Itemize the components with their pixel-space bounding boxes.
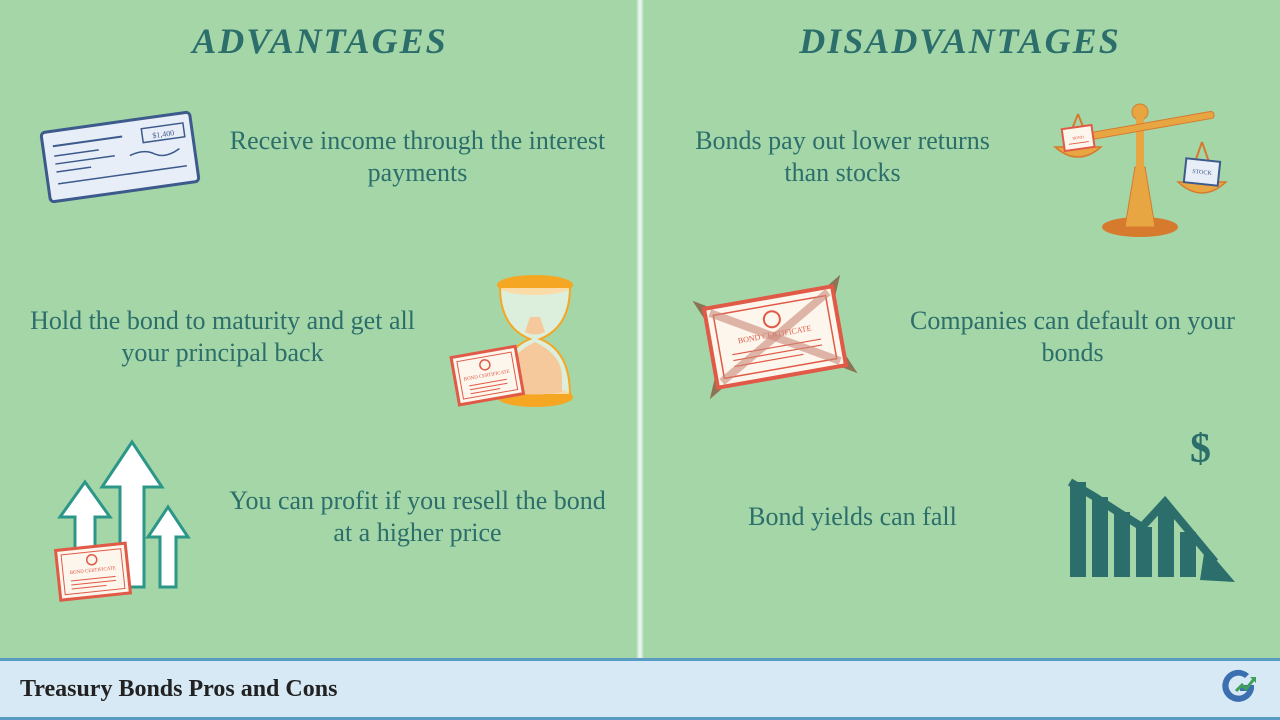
check-icon: $1,400 [30,82,210,232]
torn-cert-icon: BOND CERTIFICATE [670,262,880,412]
advantage-item-2: Hold the bond to maturity and get all yo… [30,262,610,412]
hourglass-cert-icon: BOND CERTIFICATE [430,262,610,412]
svg-text:$: $ [1190,432,1211,472]
disadvantage-text-1: Bonds pay out lower returns than stocks [670,125,1015,190]
advantage-text-1: Receive income through the interest paym… [225,125,610,190]
footer-bar: Treasury Bonds Pros and Cons [0,658,1280,720]
logo-icon [1216,665,1260,714]
advantage-text-3: You can profit if you resell the bond at… [225,485,610,550]
advantage-item-3: BOND CERTIFICATE You can profit if you r… [30,442,610,592]
disadvantage-text-2: Companies can default on your bonds [895,305,1250,370]
decline-chart-icon: $ [1050,442,1250,592]
footer-title: Treasury Bonds Pros and Cons [20,676,337,703]
disadvantages-column: DISADVANTAGES Bonds pay out lower return… [640,0,1280,658]
disadvantage-item-1: Bonds pay out lower returns than stocks [670,82,1250,232]
disadvantage-item-2: BOND CERTIFICATE Companies can default o… [670,262,1250,412]
disadvantages-header: DISADVANTAGES [670,20,1250,62]
advantages-column: ADVANTAGES $1,400 [0,0,640,658]
infographic-panel: ADVANTAGES $1,400 [0,0,1280,658]
advantages-header: ADVANTAGES [30,20,610,62]
advantage-item-1: $1,400 Receive income through the intere… [30,82,610,232]
advantage-text-2: Hold the bond to maturity and get all yo… [30,305,415,370]
scale-icon: BOND STOCK [1030,82,1250,232]
arrows-cert-icon: BOND CERTIFICATE [30,442,210,592]
disadvantage-text-3: Bond yields can fall [670,501,1035,534]
disadvantage-item-3: Bond yields can fall $ [670,442,1250,592]
